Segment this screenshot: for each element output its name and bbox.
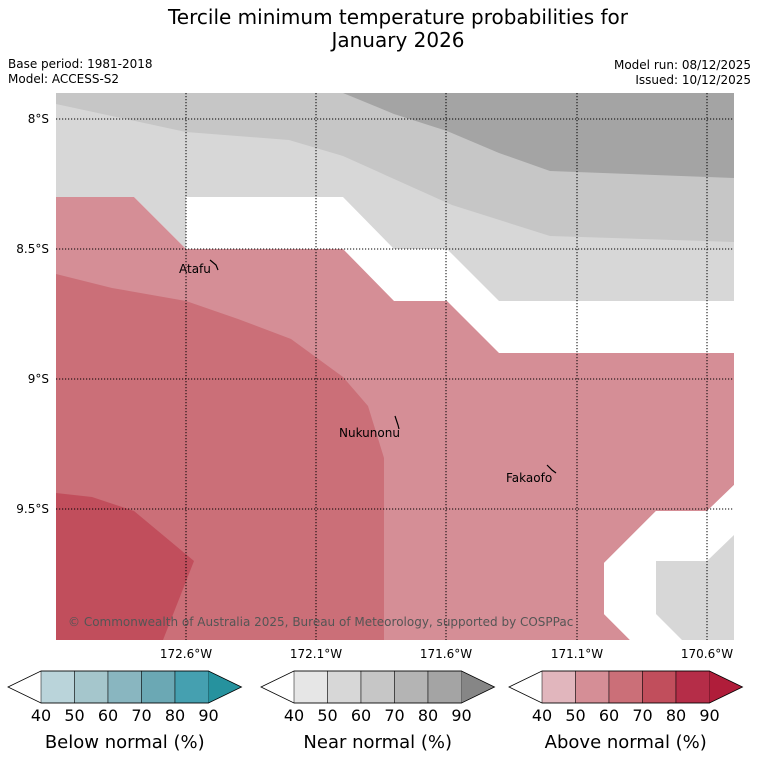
place-label-atafu: Atafu — [179, 262, 211, 276]
colorbar-swatch — [40, 670, 75, 704]
colorbar-extend-high — [709, 671, 743, 703]
colorbar-tick-label: 90 — [198, 706, 218, 725]
colorbar-swatch — [74, 670, 109, 704]
colorbar-tick-label: 70 — [384, 706, 404, 725]
near-normal-60-region — [343, 93, 734, 178]
colorbar-swatch — [427, 670, 462, 704]
colorbar-tick-label: 60 — [599, 706, 619, 725]
colorbar-swatch — [327, 670, 362, 704]
near-normal-40-region-corner — [656, 535, 734, 640]
colorbar-tick-label: 40 — [31, 706, 51, 725]
map-title: Tercile minimum temperature probabilitie… — [0, 6, 758, 52]
colorbar-extend-low — [261, 671, 294, 703]
above-normal-60-region — [56, 493, 194, 640]
colorbar-tick-label: 50 — [317, 706, 337, 725]
colorbar-tick-label: 50 — [64, 706, 84, 725]
colorbar-tick-label: 70 — [131, 706, 151, 725]
copyright-text: © Commonwealth of Australia 2025, Bureau… — [68, 615, 573, 629]
colorbar-tick-label: 80 — [418, 706, 438, 725]
colorbar-tick-label: 70 — [632, 706, 652, 725]
place-label-fakaofo: Fakaofo — [506, 471, 552, 485]
colorbar-swatch — [141, 670, 176, 704]
colorbar-0: 40 50 60 70 80 90 Below normal (%) — [7, 670, 243, 753]
base-period: Base period: 1981-2018 — [8, 57, 153, 71]
meta-right: Model run: 08/12/2025 Issued: 10/12/2025 — [614, 58, 751, 88]
colorbar-title: Below normal (%) — [45, 732, 205, 753]
lon-label: 170.6°W — [681, 647, 733, 661]
colorbar-swatch — [394, 670, 429, 704]
lon-label: 172.1°W — [290, 647, 342, 661]
lat-label: 9.5°S — [16, 502, 49, 516]
colorbar-swatch — [293, 670, 328, 704]
gridlines — [56, 93, 734, 640]
colorbars: 40 50 60 70 80 90 Below normal (%) 40 50 60 70 80 90… — [7, 670, 744, 753]
lat-label: 8.5°S — [16, 242, 49, 256]
colorbar-swatch — [675, 670, 710, 704]
colorbar-outline — [260, 670, 496, 704]
model-name: Model: ACCESS-S2 — [8, 72, 120, 86]
colorbar-title: Above normal (%) — [545, 732, 707, 753]
title-line-2: January 2026 — [331, 28, 465, 52]
normal-white-region — [604, 485, 734, 640]
colorbar-tick-label: 90 — [451, 706, 471, 725]
colorbar-tick-label: 60 — [351, 706, 371, 725]
meta-left: Base period: 1981-2018 Model: ACCESS-S2 — [8, 57, 153, 87]
colorbar-swatch — [608, 670, 643, 704]
colorbar-title: Near normal (%) — [303, 732, 452, 753]
colorbar-extend-high — [208, 671, 242, 703]
lon-label: 171.1°W — [551, 647, 603, 661]
colorbar-swatch — [107, 670, 142, 704]
colorbar-1: 40 50 60 70 80 90 Near normal (%) — [260, 670, 496, 753]
colorbar-tick-label: 40 — [284, 706, 304, 725]
colorbar-tick-label: 80 — [165, 706, 185, 725]
colorbar-2: 40 50 60 70 80 90 Above normal (%) — [508, 670, 744, 753]
colorbar-extend-low — [8, 671, 41, 703]
atafu-atoll — [209, 259, 219, 271]
colorbar-extend-low — [509, 671, 542, 703]
colorbar-tick-label: 60 — [98, 706, 118, 725]
colorbar-swatch — [642, 670, 677, 704]
nukunonu-atoll — [394, 415, 400, 430]
model-run: Model run: 08/12/2025 — [613, 58, 751, 72]
colorbar-swatch — [575, 670, 610, 704]
colorbar-swatch — [360, 670, 395, 704]
issued-date: Issued: 10/12/2025 — [635, 73, 751, 87]
place-label-nukunonu: Nukunonu — [339, 426, 400, 440]
colorbar-tick-label: 40 — [532, 706, 552, 725]
colorbar-outline — [7, 670, 243, 704]
colorbar-tick-label: 50 — [565, 706, 585, 725]
title-line-1: Tercile minimum temperature probabilitie… — [167, 5, 629, 29]
atolls — [209, 259, 557, 474]
lon-label: 172.6°W — [160, 647, 212, 661]
fakaofo-atoll — [546, 464, 557, 474]
colorbar-tick-label: 90 — [699, 706, 719, 725]
colorbar-swatch — [541, 670, 576, 704]
lat-label: 9°S — [28, 372, 49, 386]
map-panel: Atafu Nukunonu Fakaofo © Commonwealth of… — [56, 93, 734, 640]
colorbar-swatch — [174, 670, 209, 704]
colorbar-outline — [508, 670, 744, 704]
lat-label: 8°S — [28, 112, 49, 126]
lon-label: 171.6°W — [420, 647, 472, 661]
colorbar-extend-high — [461, 671, 495, 703]
colorbar-tick-label: 80 — [666, 706, 686, 725]
